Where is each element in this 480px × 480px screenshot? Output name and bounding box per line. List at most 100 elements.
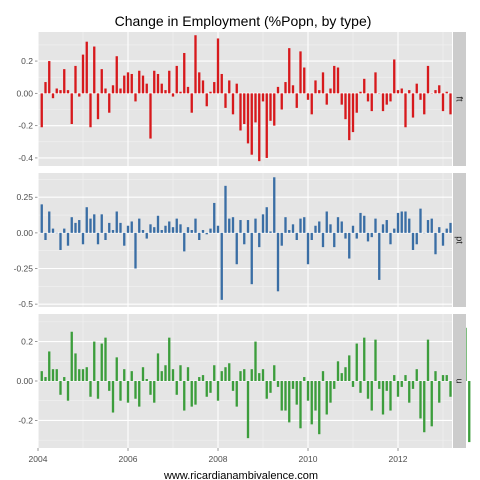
bar	[374, 339, 377, 381]
bar	[224, 367, 227, 381]
bar	[59, 381, 62, 395]
bar	[333, 65, 336, 94]
bar	[119, 88, 122, 94]
bar	[93, 341, 96, 381]
bar	[183, 381, 186, 411]
bar	[273, 177, 276, 233]
bar	[321, 371, 325, 381]
facet-strip	[453, 173, 466, 307]
bar	[171, 369, 175, 381]
bar	[246, 220, 250, 233]
bar	[348, 355, 351, 381]
bar	[468, 381, 471, 443]
bar	[123, 75, 126, 94]
bar	[411, 381, 415, 389]
bar	[235, 232, 238, 265]
bar	[130, 371, 133, 381]
bar	[434, 232, 437, 255]
bar	[51, 93, 55, 99]
facet-strip	[453, 314, 466, 448]
bar	[351, 381, 355, 387]
bar	[104, 232, 107, 240]
bar	[434, 371, 437, 381]
bar	[171, 93, 175, 97]
facet-strip	[453, 32, 466, 166]
bar	[179, 365, 182, 381]
facet-strip-label: u	[455, 378, 465, 383]
bar	[329, 88, 332, 94]
bar	[404, 375, 407, 381]
bar	[314, 381, 317, 411]
bar	[141, 230, 145, 233]
bar	[254, 93, 257, 123]
bar	[85, 41, 88, 94]
bar	[441, 375, 445, 381]
bar	[48, 61, 51, 94]
bar	[449, 93, 452, 115]
bar	[201, 230, 205, 233]
bar	[224, 93, 227, 108]
bar	[355, 93, 358, 113]
bar	[344, 367, 347, 381]
bar	[104, 337, 107, 381]
bar	[250, 93, 253, 155]
bar	[51, 228, 55, 233]
bar	[74, 353, 77, 381]
bar	[291, 85, 295, 94]
bar	[130, 73, 133, 94]
bar	[265, 207, 268, 233]
bar	[396, 90, 400, 94]
bar	[329, 381, 332, 403]
bar	[48, 351, 51, 381]
bar	[258, 232, 261, 248]
bar	[269, 381, 272, 393]
bar	[303, 217, 306, 233]
bar	[63, 377, 66, 381]
bar	[228, 80, 231, 94]
bar	[366, 232, 370, 242]
y-tick-label: 0.00	[16, 228, 33, 238]
bar	[370, 381, 373, 411]
bar	[164, 365, 167, 381]
bar	[123, 369, 126, 381]
bar	[149, 93, 152, 139]
bar	[145, 379, 148, 381]
bar	[321, 232, 325, 248]
y-tick-label: -0.5	[18, 299, 33, 309]
bar	[40, 93, 43, 128]
bar	[254, 341, 257, 381]
x-axis: 2004 2006 2008 2010 2012	[29, 448, 408, 464]
bar	[81, 232, 85, 245]
bar	[100, 214, 103, 233]
y-tick-label: 0.25	[16, 192, 33, 202]
bar	[273, 93, 276, 126]
bar	[404, 93, 407, 128]
y-tick-label: -0.4	[18, 153, 33, 163]
bar	[213, 202, 216, 233]
bar	[288, 48, 291, 94]
bar	[295, 93, 298, 108]
bar	[156, 353, 160, 381]
bar	[186, 227, 190, 233]
bar	[430, 381, 433, 427]
bar	[381, 381, 385, 415]
bar	[198, 72, 201, 94]
bar	[284, 381, 287, 411]
bar	[66, 381, 70, 401]
bar	[445, 91, 448, 94]
bar	[355, 232, 358, 239]
bar	[220, 73, 223, 94]
bar	[96, 381, 100, 399]
bar	[246, 93, 250, 144]
x-tick-label: 2006	[119, 454, 138, 464]
bar	[123, 232, 126, 246]
bar	[299, 51, 302, 94]
bar	[348, 232, 351, 259]
bar	[175, 65, 178, 94]
bar	[295, 232, 298, 240]
bar	[363, 337, 366, 381]
bar	[66, 90, 70, 94]
x-tick-label: 2004	[29, 454, 48, 464]
bar	[104, 88, 107, 94]
panel-pt: -0.5 -0.25 0.00 0.25 pt	[14, 173, 466, 309]
